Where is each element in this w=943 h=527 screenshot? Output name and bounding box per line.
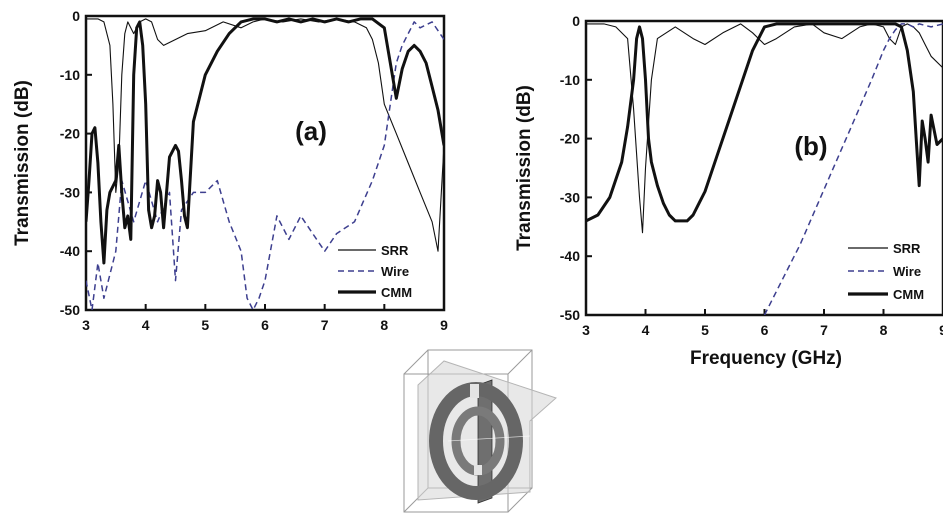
- y-tick-label: -50: [560, 307, 580, 323]
- y-tick-label: -10: [560, 72, 580, 88]
- x-tick-label: 5: [701, 322, 709, 338]
- plot-frame-b: [584, 19, 943, 317]
- x-tick-label: 4: [142, 317, 150, 333]
- y-tick-label: -30: [560, 189, 580, 205]
- x-tick-label: 6: [761, 322, 769, 338]
- y-tick-label: -30: [60, 184, 80, 200]
- series-line-wire-a: [86, 21, 444, 310]
- unit-cell-axis: [447, 435, 531, 442]
- unit-cell-edge: [507, 349, 533, 375]
- y-tick-label: 0: [572, 13, 580, 29]
- series-line-wire-b: [763, 23, 943, 315]
- srr-outer-gap: [470, 384, 479, 398]
- x-axis-label-b: Frequency (GHz): [690, 348, 842, 369]
- y-axis-label-b: Transmission (dB): [514, 85, 535, 251]
- x-tick-label: 9: [939, 322, 943, 338]
- unit-cell-edge: [403, 349, 429, 375]
- x-tick-label: 8: [380, 317, 388, 333]
- legend-label-cmm-a: CMM: [381, 285, 412, 300]
- ticks-b: 3 4 5 6 7 8 9 0 -10 -20 -30 -40 -50: [560, 13, 943, 338]
- series-line-cmm-b: [586, 22, 943, 223]
- legend-b: SRR Wire CMM: [848, 241, 924, 302]
- y-tick-label: -20: [60, 126, 80, 142]
- y-tick-label: -40: [60, 243, 80, 259]
- series-group-b: [586, 22, 943, 315]
- x-tick-label: 9: [440, 317, 448, 333]
- x-tick-label: 8: [880, 322, 888, 338]
- legend-a: SRR Wire CMM: [338, 243, 412, 300]
- x-tick-label: 3: [582, 322, 590, 338]
- x-tick-label: 4: [642, 322, 650, 338]
- legend-label-wire-b: Wire: [893, 264, 921, 279]
- series-line-cmm-a: [86, 17, 444, 265]
- chart-panel-b: 3 4 5 6 7 8 9 0 -10 -20 -30 -40 -50 Transmission (dB…: [514, 13, 943, 369]
- series-line-srr-b: [586, 23, 943, 234]
- legend-label-srr-a: SRR: [381, 243, 409, 258]
- unit-cell-illustration: [403, 349, 557, 513]
- y-tick-label: 0: [72, 8, 80, 24]
- series-line-srr-a: [86, 18, 444, 252]
- legend-label-cmm-b: CMM: [893, 287, 924, 302]
- panel-label-b: (b): [794, 131, 827, 161]
- y-axis-label-a: Transmission (dB): [12, 80, 33, 246]
- ticks-a: 3 4 5 6 7 8 9 0 -10 -20 -30 -40 -50: [60, 8, 448, 333]
- y-tick-label: -40: [560, 248, 580, 264]
- x-tick-label: 7: [321, 317, 329, 333]
- x-tick-label: 6: [261, 317, 269, 333]
- series-group-a: [86, 17, 444, 310]
- legend-label-wire-a: Wire: [381, 264, 409, 279]
- y-tick-label: -10: [60, 67, 80, 83]
- x-tick-label: 5: [201, 317, 209, 333]
- y-tick-label: -20: [560, 131, 580, 147]
- x-tick-label: 3: [82, 317, 90, 333]
- x-tick-label: 7: [820, 322, 828, 338]
- srr-inner-gap: [474, 465, 482, 475]
- legend-label-srr-b: SRR: [893, 241, 921, 256]
- y-tick-label: -50: [60, 302, 80, 318]
- panel-label-a: (a): [295, 116, 327, 146]
- chart-panel-a: 3 4 5 6 7 8 9 0 -10 -20 -30 -40 -50 Transmission (dB…: [12, 8, 448, 333]
